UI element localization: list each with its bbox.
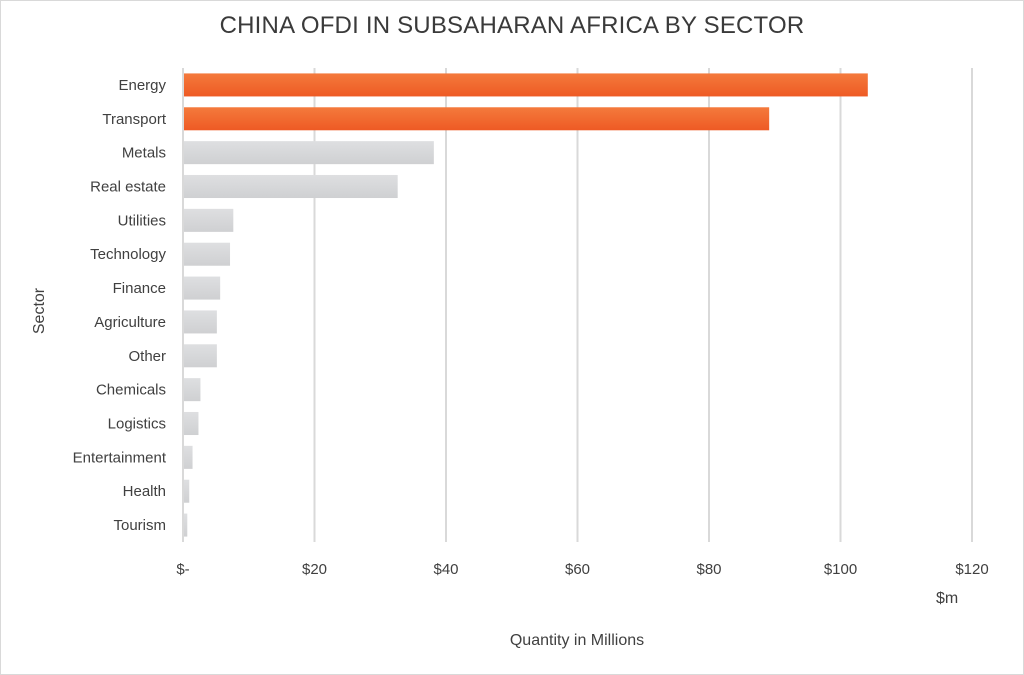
x-tick-label: $80 (696, 561, 721, 578)
chart-title: CHINA OFDI IN SUBSAHARAN AFRICA BY SECTO… (219, 12, 805, 39)
category-label: Tourism (113, 517, 166, 534)
category-label: Transport (102, 111, 166, 128)
bar-transport (184, 107, 770, 131)
x-tick-labels: $- $20 $40 $60 $80 $100 $120 (176, 561, 988, 578)
bars (184, 73, 868, 537)
x-axis-label: Quantity in Millions (509, 632, 645, 649)
bar-other (184, 344, 217, 368)
bar-chemicals (184, 378, 201, 402)
category-label: Finance (113, 280, 166, 297)
x-tick-label: $- (176, 561, 189, 578)
bar-logistics (184, 411, 199, 436)
bar-tourism (184, 513, 188, 537)
x-tick-label: $120 (955, 561, 988, 578)
bar-agriculture (184, 310, 217, 334)
category-label: Energy (118, 77, 166, 94)
category-label: Metals (122, 145, 166, 162)
category-label: Real estate (90, 179, 166, 196)
category-label: Entertainment (73, 449, 167, 466)
bar-finance (184, 276, 221, 300)
bar-metals (184, 141, 434, 165)
category-label: Health (123, 483, 166, 500)
bar-entertainment (184, 445, 193, 469)
bar-energy (184, 73, 868, 97)
category-label: Logistics (108, 416, 166, 433)
x-tick-label: $60 (565, 561, 590, 578)
bar-real-estate (184, 174, 398, 199)
bar-technology (184, 242, 231, 266)
gridlines (182, 68, 973, 542)
category-label: Agriculture (94, 314, 166, 331)
category-labels: Energy Transport Metals Real estate Utilitie… (73, 77, 167, 534)
x-tick-label: $40 (433, 561, 458, 578)
category-label: Other (128, 348, 166, 365)
x-tick-label: $20 (302, 561, 327, 578)
x-tick-label: $100 (824, 561, 857, 578)
unit-label: $m (936, 590, 959, 607)
category-label: Chemicals (96, 382, 166, 399)
bar-utilities (184, 208, 234, 232)
bar-health (184, 479, 190, 503)
category-label: Utilities (118, 212, 166, 229)
category-label: Technology (90, 246, 166, 263)
